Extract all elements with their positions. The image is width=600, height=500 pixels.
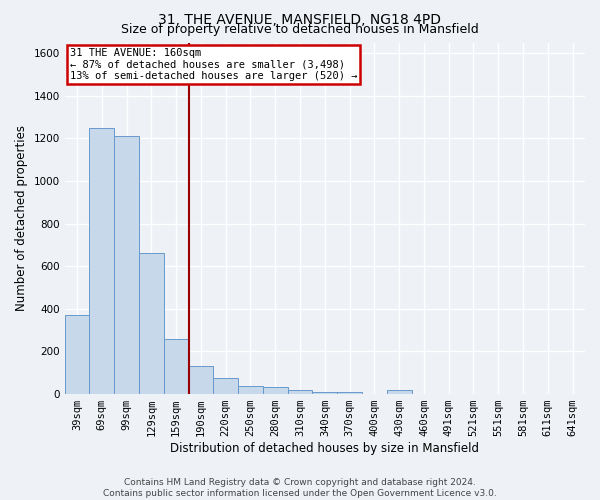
Text: 31 THE AVENUE: 160sqm
← 87% of detached houses are smaller (3,498)
13% of semi-d: 31 THE AVENUE: 160sqm ← 87% of detached … xyxy=(70,48,358,81)
Bar xyxy=(164,338,188,394)
Bar xyxy=(65,315,89,394)
Bar xyxy=(114,136,139,394)
Bar xyxy=(337,392,362,394)
Bar xyxy=(89,128,114,394)
Bar xyxy=(287,390,313,394)
Bar xyxy=(214,378,238,394)
Bar xyxy=(238,386,263,394)
Text: Size of property relative to detached houses in Mansfield: Size of property relative to detached ho… xyxy=(121,22,479,36)
Text: 31, THE AVENUE, MANSFIELD, NG18 4PD: 31, THE AVENUE, MANSFIELD, NG18 4PD xyxy=(158,12,442,26)
Bar xyxy=(263,386,287,394)
Bar xyxy=(139,254,164,394)
Bar xyxy=(188,366,214,394)
Text: Contains HM Land Registry data © Crown copyright and database right 2024.
Contai: Contains HM Land Registry data © Crown c… xyxy=(103,478,497,498)
Bar xyxy=(313,392,337,394)
X-axis label: Distribution of detached houses by size in Mansfield: Distribution of detached houses by size … xyxy=(170,442,479,455)
Y-axis label: Number of detached properties: Number of detached properties xyxy=(15,126,28,312)
Bar xyxy=(387,390,412,394)
